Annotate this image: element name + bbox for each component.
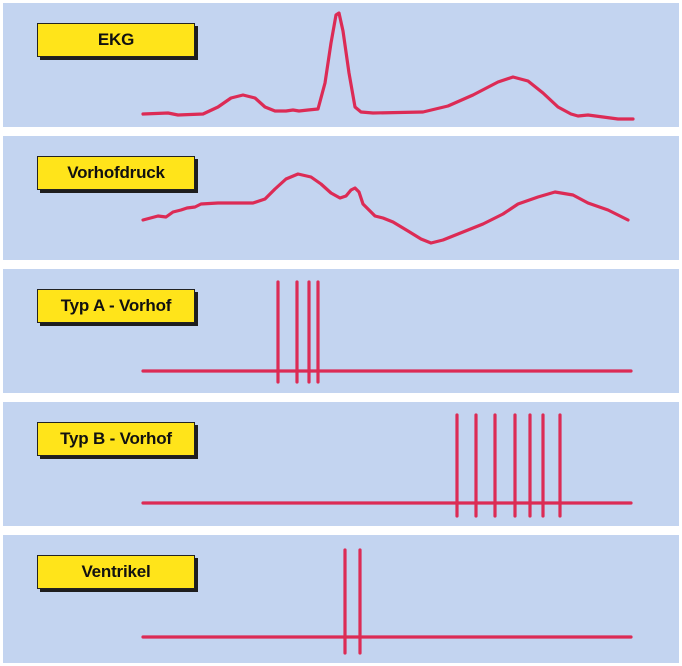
label-typ-a: Typ A - Vorhof <box>37 289 195 323</box>
typ-a-trace <box>141 280 633 384</box>
ventrikel-trace <box>141 548 633 655</box>
typ-b-trace <box>141 413 633 518</box>
vorhofdruck-trace <box>141 172 630 245</box>
ekg-waveform <box>141 11 635 121</box>
panel-ventrikel: Ventrikel <box>3 535 679 663</box>
label-ventrikel: Ventrikel <box>37 555 195 589</box>
ekg-trace <box>141 11 635 121</box>
label-vorhofdruck: Vorhofdruck <box>37 156 195 190</box>
label-typ-b: Typ B - Vorhof <box>37 422 195 456</box>
panel-ekg: EKG <box>3 3 679 127</box>
panel-typ-a: Typ A - Vorhof <box>3 269 679 393</box>
panel-vorhofdruck: Vorhofdruck <box>3 136 679 260</box>
label-ekg: EKG <box>37 23 195 57</box>
panel-typ-b: Typ B - Vorhof <box>3 402 679 526</box>
vorhofdruck-waveform <box>141 172 630 245</box>
